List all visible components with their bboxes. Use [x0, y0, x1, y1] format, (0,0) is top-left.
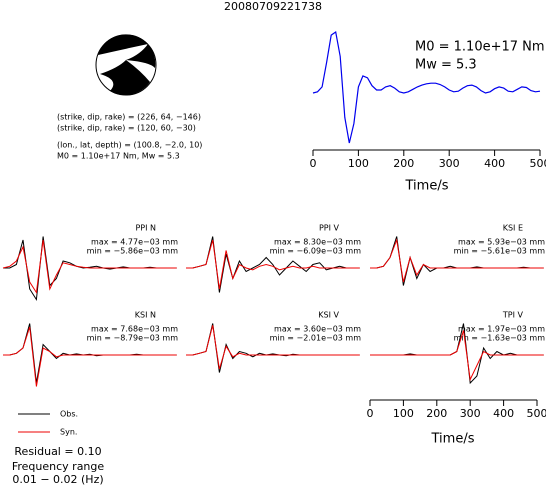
station-label: TPI V [502, 311, 524, 320]
station-label: KSI N [135, 311, 156, 320]
footer: Frequency range [12, 460, 105, 473]
legend-label: Syn. [60, 428, 77, 437]
x-tick-label: 100 [348, 157, 369, 170]
x-tick-label: 100 [393, 407, 414, 420]
min-label: min = −6.09e−03 mm [270, 247, 362, 256]
max-label: max = 4.77e−03 mm [91, 238, 178, 247]
annotation: M0 = 1.10e+17 Nm [415, 40, 545, 55]
x-tick-label: 400 [493, 407, 514, 420]
x-tick-label: 200 [393, 157, 414, 170]
footer: Residual = 0.10 [14, 445, 101, 458]
station-label: KSI E [503, 224, 523, 233]
min-label: min = −5.61e−03 mm [454, 247, 546, 256]
x-tick-label: 400 [484, 157, 505, 170]
max-label: max = 8.30e−03 mm [274, 238, 361, 247]
station-label: PPI N [135, 224, 156, 233]
footer: 0.01 − 0.02 (Hz) [12, 473, 103, 485]
x-axis-label: Time/s [431, 432, 475, 447]
x-tick-label: 200 [426, 407, 447, 420]
beachball [96, 34, 156, 95]
annotation: Mw = 5.3 [415, 58, 477, 73]
x-tick-label: 300 [460, 407, 481, 420]
x-axis-label: Time/s [405, 179, 449, 194]
max-label: max = 3.60e−03 mm [274, 325, 361, 334]
x-tick-label: 0 [310, 157, 317, 170]
x-tick-label: 500 [527, 407, 546, 420]
legend-label: Obs. [60, 410, 78, 419]
source-info: M0 = 1.10e+17 Nm, Mw = 5.3 [57, 152, 180, 161]
source-info: (strike, dip, rake) = (226, 64, −146) [57, 113, 201, 122]
x-tick-label: 0 [367, 407, 374, 420]
source-info: (lon., lat, depth) = (100.8, −2.0, 10) [57, 141, 202, 150]
title: 20080709221738 [224, 0, 322, 13]
max-label: max = 1.97e−03 mm [458, 325, 545, 334]
source-info: (strike, dip, rake) = (120, 60, −30) [57, 124, 196, 133]
min-label: min = −1.63e−03 mm [454, 334, 546, 343]
x-tick-label: 500 [530, 157, 546, 170]
min-label: min = −5.86e−03 mm [87, 247, 179, 256]
max-label: max = 5.93e−03 mm [458, 238, 545, 247]
min-label: min = −8.79e−03 mm [87, 334, 179, 343]
x-tick-label: 300 [439, 157, 460, 170]
station-label: PPI V [319, 224, 340, 233]
station-label: KSI V [318, 311, 339, 320]
max-label: max = 7.68e−03 mm [91, 325, 178, 334]
min-label: min = −2.01e−03 mm [270, 334, 362, 343]
